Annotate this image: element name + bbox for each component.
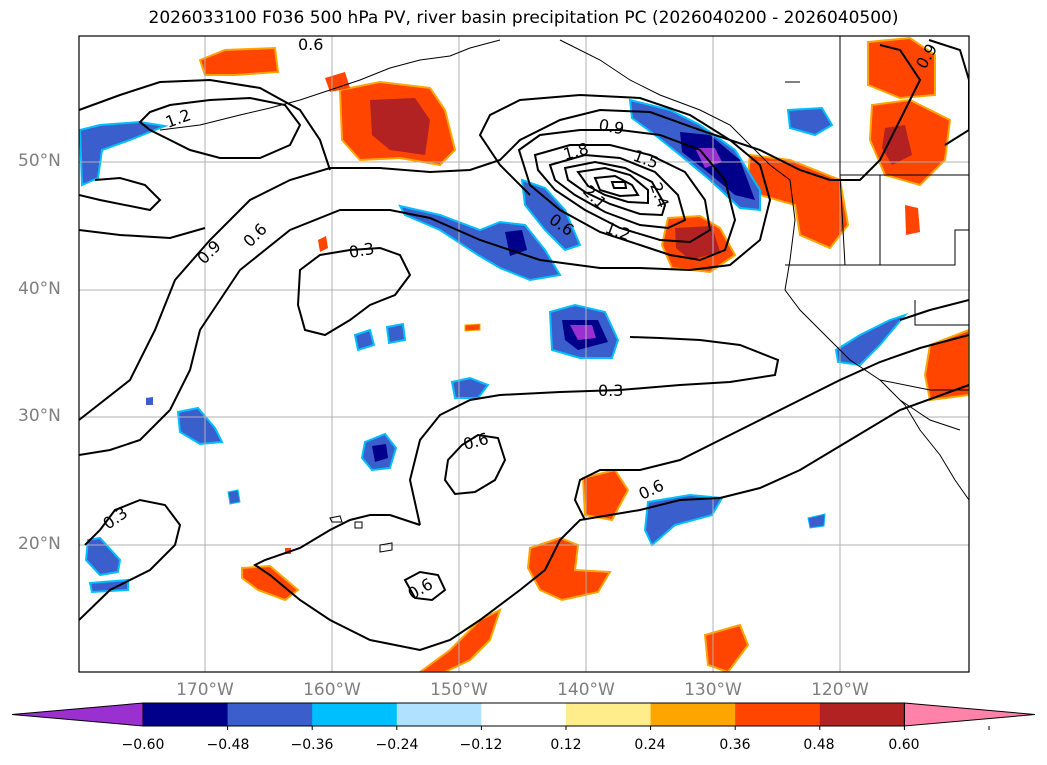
colorbar-tick-label: −0.48 bbox=[206, 737, 250, 753]
contour-label: 0.3 bbox=[347, 239, 375, 262]
colorbar-tick-label: 0.36 bbox=[719, 737, 751, 753]
lon-label: 140°W bbox=[557, 680, 615, 700]
lat-label: 30°N bbox=[18, 406, 61, 426]
coastlines bbox=[159, 36, 969, 553]
colorbar-segment bbox=[566, 703, 652, 726]
pv-contours bbox=[79, 39, 969, 652]
map-frame bbox=[78, 35, 970, 673]
colorbar-tick-label: 0.48 bbox=[803, 737, 835, 753]
precip-positive-anomalies bbox=[198, 36, 969, 672]
colorbar-extend-min bbox=[11, 702, 144, 727]
colorbar-segment bbox=[143, 703, 229, 726]
colorbar bbox=[11, 702, 1036, 730]
colorbar-outline bbox=[142, 702, 905, 727]
map-title: 2026033100 F036 500 hPa PV, river basin … bbox=[148, 8, 899, 28]
colorbar-tick-label: −0.24 bbox=[375, 737, 419, 753]
colorbar-tick-label: 0.60 bbox=[888, 737, 920, 753]
colorbar-tick-label: −0.36 bbox=[290, 737, 334, 753]
colorbar-tick-label: −0.60 bbox=[121, 737, 165, 753]
colorbar-tick-label: 0.12 bbox=[550, 737, 582, 753]
colorbar-segment bbox=[481, 703, 567, 726]
colorbar-segment bbox=[735, 703, 821, 726]
colorbar-tick-label: 0.24 bbox=[634, 737, 666, 753]
lon-label: 130°W bbox=[684, 680, 742, 700]
colorbar-segment bbox=[227, 703, 313, 726]
lat-label: 20°N bbox=[18, 534, 61, 554]
lon-label: 120°W bbox=[811, 680, 869, 700]
lon-label: 160°W bbox=[303, 680, 361, 700]
map-background bbox=[79, 36, 969, 672]
lon-label: 170°W bbox=[176, 680, 234, 700]
colorbar-segment bbox=[396, 703, 482, 726]
colorbar-segment bbox=[312, 703, 398, 726]
contour-label: 0.3 bbox=[598, 381, 623, 400]
contour-label: 0.6 bbox=[298, 35, 323, 54]
lat-label: 50°N bbox=[18, 151, 61, 171]
colorbar-extend-max bbox=[903, 702, 1036, 727]
precip-negative-anomalies bbox=[79, 98, 909, 594]
colorbar-tick-label: −0.12 bbox=[459, 737, 503, 753]
contour-label: 0.9 bbox=[597, 115, 625, 138]
lon-label: 150°W bbox=[430, 680, 488, 700]
colorbar-segment bbox=[650, 703, 736, 726]
colorbar-segment bbox=[819, 703, 905, 726]
lat-label: 40°N bbox=[18, 279, 61, 299]
